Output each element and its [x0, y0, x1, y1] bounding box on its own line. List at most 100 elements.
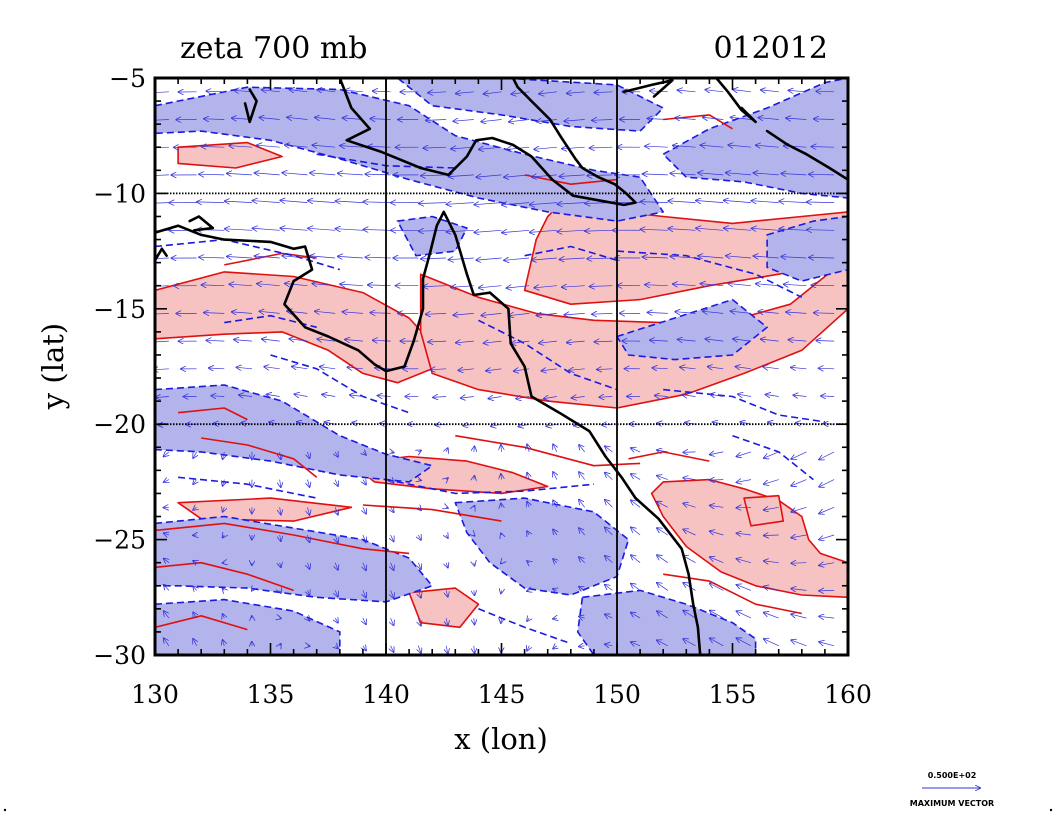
wind-vector [253, 201, 280, 203]
wind-vector [391, 507, 394, 512]
wind-vector [335, 590, 338, 596]
positive-contour-line [155, 522, 410, 555]
wind-vector [784, 284, 807, 285]
wind-vector [458, 369, 474, 371]
wind-vector [449, 175, 474, 177]
positive-contour-line [524, 174, 618, 185]
negative-contour-line [478, 608, 572, 645]
wind-vector [418, 450, 421, 452]
wind-vector [527, 502, 529, 508]
wind-vector [335, 618, 338, 623]
wind-vector [781, 257, 807, 258]
coastline [155, 247, 168, 262]
wind-vector [287, 117, 308, 119]
wind-vector [343, 312, 363, 314]
wind-vector [280, 479, 281, 488]
y-axis-label: y (lat) [36, 323, 70, 410]
coastline [243, 88, 258, 124]
wind-vector [761, 339, 779, 341]
wind-vector [698, 256, 724, 258]
coastline [765, 129, 848, 181]
wind-vector [791, 589, 807, 591]
wind-vector [754, 173, 779, 175]
wind-vector [562, 286, 585, 288]
wind-vector [211, 396, 225, 397]
wind-vector [558, 230, 585, 232]
wind-vector [819, 563, 835, 566]
wind-vector [511, 341, 530, 343]
wind-vector [421, 258, 447, 259]
wind-vector [391, 452, 394, 453]
wind-vector [631, 474, 641, 480]
wind-vector [710, 531, 724, 535]
wind-vector [418, 535, 421, 540]
wind-vector [789, 340, 807, 341]
wind-vector [197, 202, 225, 203]
wind-vector [671, 256, 696, 258]
wind-vector [280, 534, 281, 541]
wind-vector [164, 533, 169, 535]
wind-vector [819, 368, 835, 369]
wind-vector [530, 203, 557, 205]
wind-vector [391, 617, 394, 625]
wind-vector [534, 147, 557, 149]
wind-vector [737, 638, 752, 647]
wind-vector [579, 472, 585, 480]
wind-vector [308, 507, 310, 515]
wind-vector [560, 175, 585, 177]
wind-vector [292, 367, 308, 369]
y-tick-label: −30 [93, 641, 146, 670]
positive-contour-line [155, 615, 248, 631]
wind-vector [710, 584, 724, 591]
wind-vector [446, 478, 448, 480]
wind-vector [728, 145, 752, 147]
wind-vector [657, 450, 668, 452]
wind-vector [791, 506, 807, 512]
wind-vector [819, 506, 835, 513]
wind-vector [641, 202, 668, 203]
wind-vector [446, 507, 448, 508]
wind-vector [343, 118, 363, 120]
wind-vector [280, 451, 281, 459]
coastline [155, 210, 702, 655]
wind-vector [193, 612, 196, 619]
wind-vector [315, 117, 336, 119]
wind-vector [698, 173, 724, 175]
wind-vector [572, 397, 585, 399]
wind-vector [821, 396, 835, 397]
wind-vector [737, 533, 752, 535]
wind-vector [315, 311, 336, 313]
wind-vector [269, 422, 280, 424]
wind-vector [260, 118, 280, 120]
wind-vector [193, 561, 196, 563]
wind-vector [657, 555, 668, 563]
wind-vector [763, 367, 779, 369]
wind-vector [579, 587, 585, 591]
wind-vector [313, 284, 336, 286]
wind-vector [764, 507, 779, 510]
wind-vector [225, 229, 253, 231]
vector-legend-label: MAXIMUM VECTOR [910, 799, 994, 808]
wind-vector [310, 256, 336, 258]
wind-vector [814, 119, 835, 120]
wind-vector [579, 500, 585, 508]
wind-vector [320, 367, 336, 369]
wind-vector [724, 200, 752, 202]
wind-vector [631, 528, 641, 536]
y-tick-label: −5 [109, 64, 146, 93]
wind-vector [816, 341, 835, 342]
wind-vector [456, 341, 474, 343]
wind-vector [225, 201, 253, 203]
wind-vector [671, 173, 696, 175]
corner-dot-right [1049, 808, 1053, 812]
wind-vector [504, 175, 530, 177]
wind-vector [474, 203, 502, 205]
wind-vector [683, 478, 696, 480]
wind-vector [597, 369, 613, 370]
wind-vector [759, 311, 779, 313]
wind-vector [223, 479, 225, 486]
wind-vector [223, 507, 225, 512]
wind-vector [164, 638, 170, 646]
wind-vector [431, 369, 447, 370]
wind-vector [728, 284, 752, 286]
